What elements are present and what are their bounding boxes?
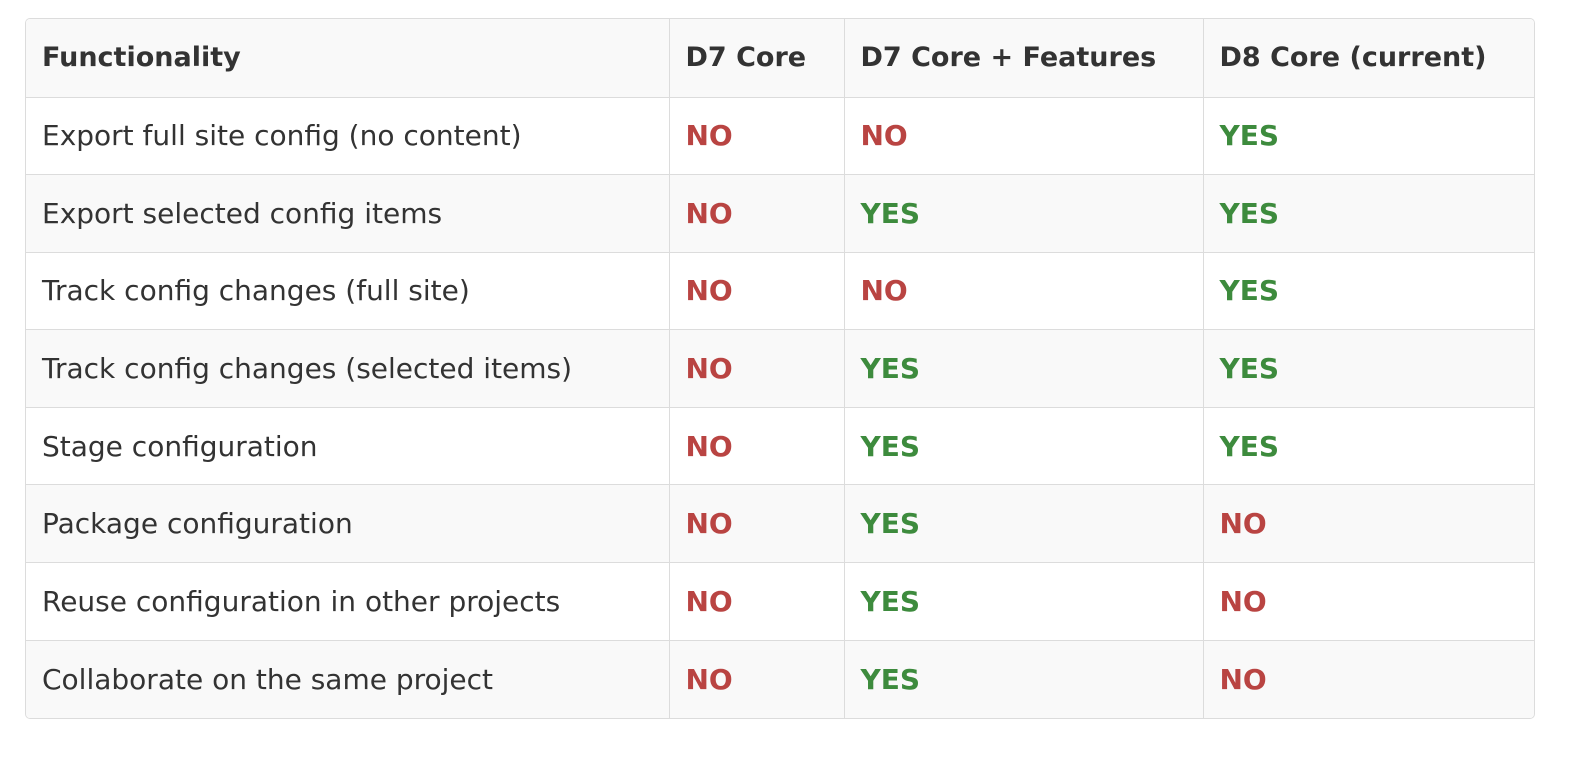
header-cell: D7 Core + Features: [843, 19, 1203, 97]
status-cell: NO: [1202, 484, 1534, 563]
status-cell: NO: [668, 562, 844, 641]
status-cell: NO: [1202, 639, 1534, 718]
status-cell: NO: [668, 406, 844, 485]
row: Export full site config (no content) NO …: [26, 96, 1534, 175]
status-cell: YES: [843, 329, 1203, 408]
status-cell: YES: [843, 639, 1203, 718]
header-cell: D7 Core: [668, 19, 844, 97]
status-cell: NO: [668, 96, 844, 175]
status-cell: YES: [1202, 174, 1534, 253]
status-cell: YES: [1202, 251, 1534, 330]
status-cell: NO: [668, 251, 844, 330]
status-cell: NO: [843, 96, 1203, 175]
status-cell: NO: [1202, 562, 1534, 641]
feature-cell: Reuse configuration in other projects: [26, 562, 669, 641]
status-cell: NO: [843, 251, 1203, 330]
status-cell: YES: [1202, 329, 1534, 408]
header-cell: Functionality: [26, 19, 669, 97]
status-cell: NO: [668, 484, 844, 563]
row: Stage configuration NO YES YES: [26, 406, 1534, 485]
feature-cell: Export full site config (no content): [26, 96, 669, 175]
status-cell: YES: [843, 484, 1203, 563]
feature-cell: Stage configuration: [26, 406, 669, 485]
row: Package configuration NO YES NO: [26, 484, 1534, 563]
feature-cell: Package configuration: [26, 484, 669, 563]
status-cell: NO: [668, 639, 844, 718]
row: Export selected config items NO YES YES: [26, 174, 1534, 253]
header-row: Functionality D7 Core D7 Core + Features…: [26, 19, 1534, 97]
status-cell: YES: [843, 174, 1203, 253]
row: Reuse configuration in other projects NO…: [26, 562, 1534, 641]
feature-cell: Track config changes (selected items): [26, 329, 669, 408]
status-cell: YES: [1202, 96, 1534, 175]
feature-cell: Track config changes (full site): [26, 251, 669, 330]
feature-cell: Export selected config items: [26, 174, 669, 253]
comparison-table: Functionality D7 Core D7 Core + Features…: [26, 19, 1534, 718]
row: Track config changes (full site) NO NO Y…: [26, 251, 1534, 330]
header-cell: D8 Core (current): [1202, 19, 1534, 97]
status-cell: YES: [843, 562, 1203, 641]
status-cell: YES: [843, 406, 1203, 485]
table-frame: Functionality D7 Core D7 Core + Features…: [25, 18, 1535, 719]
status-cell: NO: [668, 174, 844, 253]
feature-cell: Collaborate on the same project: [26, 639, 669, 718]
row: Track config changes (selected items) NO…: [26, 329, 1534, 408]
status-cell: YES: [1202, 406, 1534, 485]
row: Collaborate on the same project NO YES N…: [26, 639, 1534, 718]
status-cell: NO: [668, 329, 844, 408]
